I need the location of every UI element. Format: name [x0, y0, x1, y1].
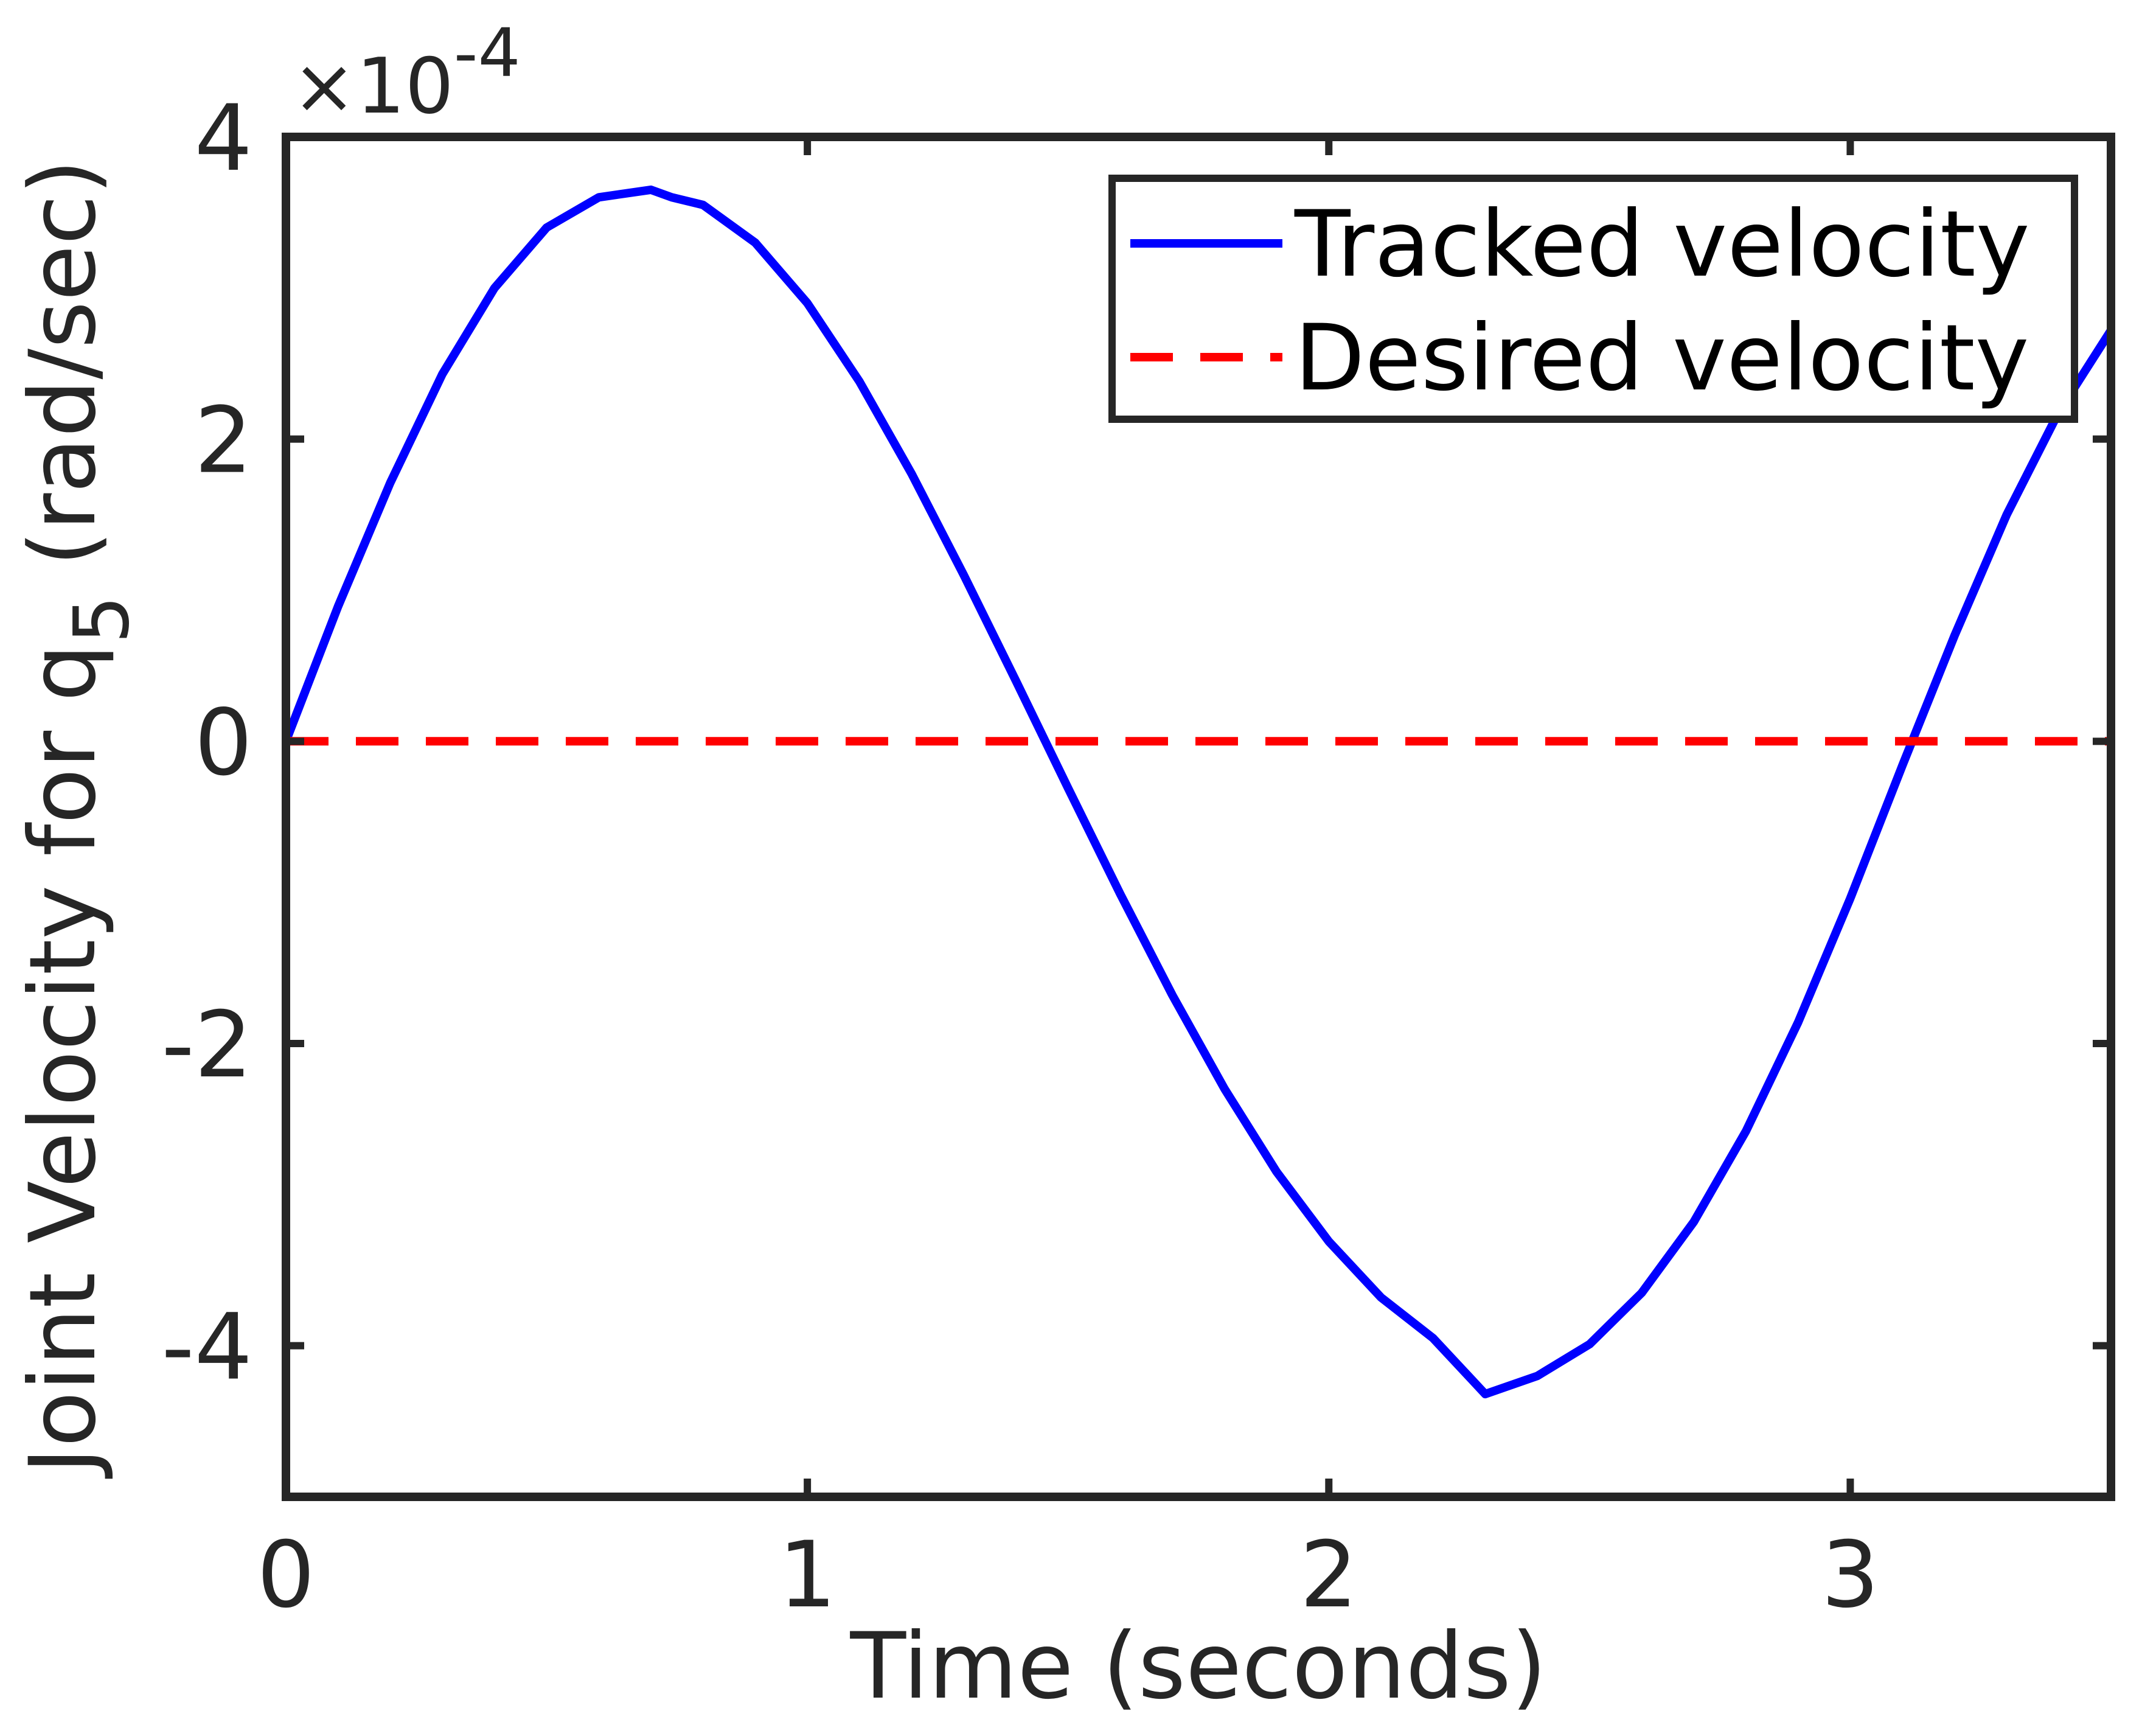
x-tick-label: 1	[778, 1522, 836, 1628]
legend-box	[1108, 175, 2078, 423]
y-tick-label: 4	[195, 86, 252, 192]
y-axis-title-prefix: Joint Velocity for q	[10, 644, 116, 1479]
y-tick-label: 2	[195, 388, 252, 494]
x-tick-label: 2	[1300, 1522, 1358, 1628]
legend-tracked-label: Tracked velocity	[1294, 192, 2030, 298]
legend-desired-label: Desired velocity	[1295, 305, 2029, 411]
y-axis-title-suffix: (rad/sec)	[10, 159, 116, 595]
y-axis-title: Joint Velocity for q5 (rad/sec)	[10, 159, 146, 1479]
x-axis-title: Time (seconds)	[850, 1614, 1547, 1720]
series-layer	[282, 185, 2115, 1399]
legend: Tracked velocity Desired velocity	[1108, 175, 2078, 423]
y-exponent-label: ×10-4	[292, 14, 521, 131]
x-tick-label: 0	[257, 1522, 315, 1628]
y-tick-label: -4	[161, 1295, 252, 1401]
y-exponent-power: -4	[454, 14, 521, 92]
y-tick-label: 0	[195, 690, 252, 796]
ticks-layer: 0 1 2 3 4 2 0 -2 -4	[161, 86, 2111, 1628]
y-axis-title-subscript: 5	[58, 595, 146, 644]
axes-box	[282, 133, 2115, 1501]
y-tick-label: -2	[161, 992, 252, 1098]
y-exponent-base: ×10	[292, 41, 454, 131]
series-tracked-velocity-line	[282, 185, 2115, 1399]
x-tick-label: 3	[1821, 1522, 1879, 1628]
